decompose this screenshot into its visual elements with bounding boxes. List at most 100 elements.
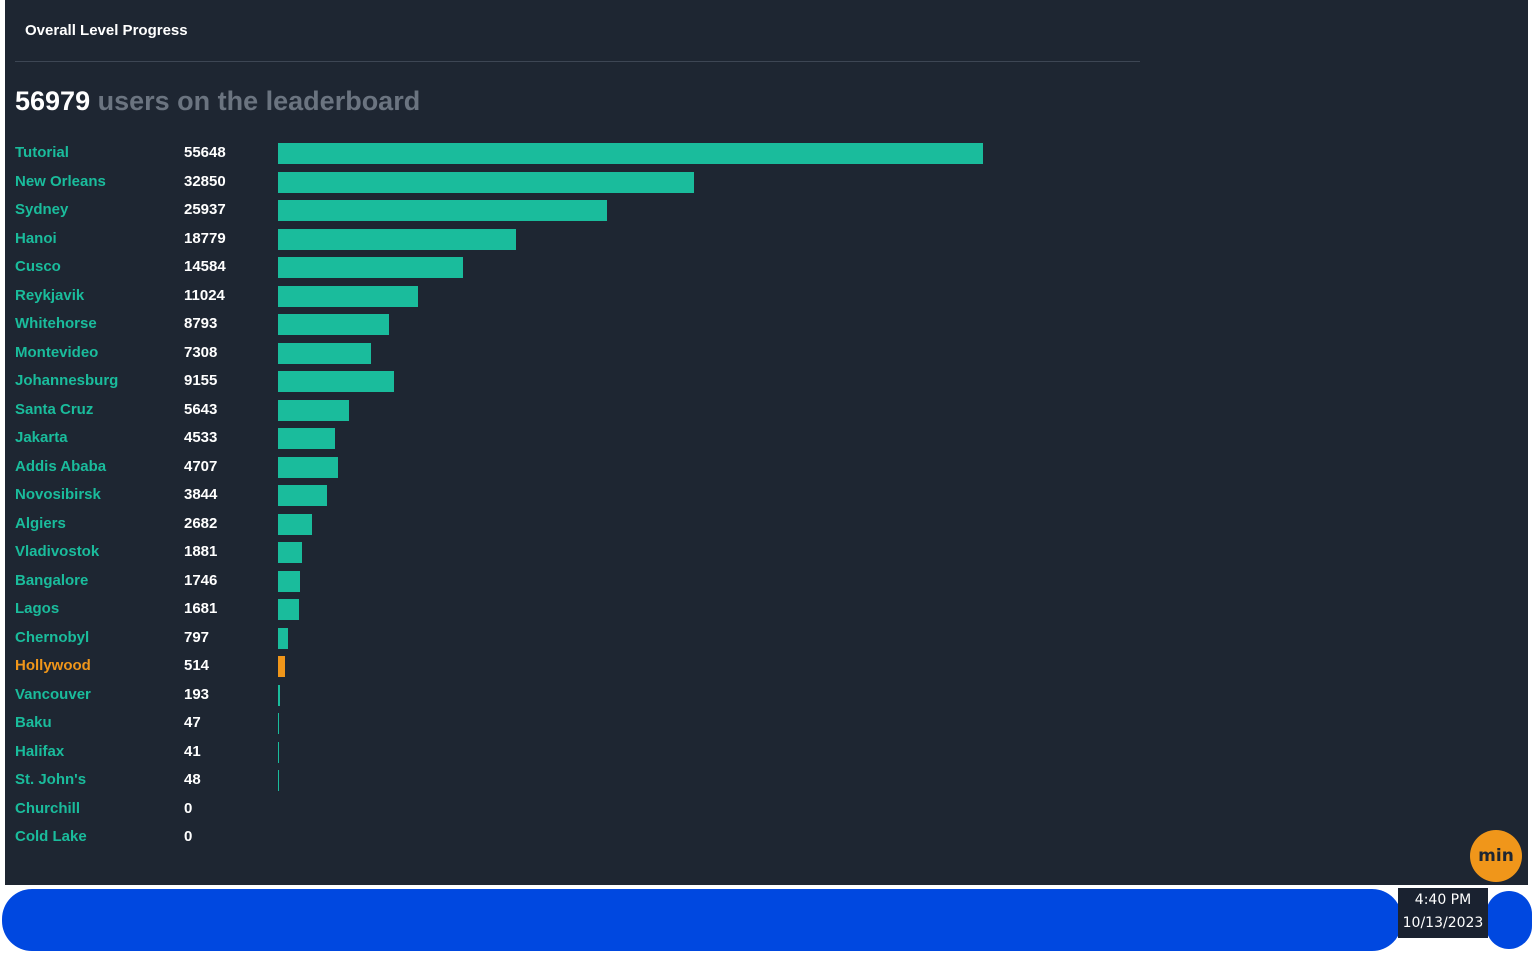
category-label[interactable]: Vladivostok <box>15 543 100 560</box>
bar <box>278 741 279 763</box>
chart-row: Cold Lake 0 <box>5 823 1205 851</box>
bar <box>278 143 983 164</box>
bar <box>278 542 302 563</box>
bar <box>278 770 279 791</box>
category-label[interactable]: Cold Lake <box>15 828 87 845</box>
bar <box>278 485 327 506</box>
value-label: 5643 <box>184 400 218 418</box>
value-label: 0 <box>184 828 193 845</box>
chart-row: Tutorial 55648 <box>5 139 1205 167</box>
chart-row: St. John's 48 <box>5 766 1205 794</box>
user-count-suffix: users on the leaderboard <box>97 86 421 116</box>
redaction-mark <box>2 889 1402 951</box>
chart-row: Baku 47 <box>5 709 1205 737</box>
value-label: 1681 <box>184 600 218 617</box>
value-label: 14584 <box>184 258 226 275</box>
chart-row: Jakarta 4533 <box>5 424 1205 452</box>
chart-row: Vladivostok 1881 <box>5 538 1205 566</box>
value-label: 48 <box>184 771 201 788</box>
category-label[interactable]: Jakarta <box>15 429 68 446</box>
system-clock[interactable]: 4:40 PM 10/13/2023 <box>1398 888 1488 938</box>
value-label: 4707 <box>184 457 218 475</box>
value-label: 193 <box>184 685 210 703</box>
category-label[interactable]: Lagos <box>15 600 60 617</box>
minimize-button[interactable]: min <box>1470 830 1522 882</box>
clock-time: 4:40 PM <box>1414 892 1472 908</box>
category-label[interactable]: St. John's <box>15 771 87 788</box>
chart-row: Hanoi 18779 <box>5 225 1205 253</box>
category-label[interactable]: Montevideo <box>15 343 99 361</box>
bar <box>278 599 300 620</box>
bar <box>278 228 516 250</box>
bar <box>278 627 289 649</box>
category-label[interactable]: Halifax <box>15 742 65 760</box>
chart-row: Whitehorse 8793 <box>5 310 1205 338</box>
chart-row: Churchill 0 <box>5 795 1205 823</box>
value-label: 41 <box>184 742 201 760</box>
category-label[interactable]: Santa Cruz <box>15 400 94 418</box>
category-label[interactable]: Cusco <box>15 258 61 275</box>
chart-row: Bangalore 1746 <box>5 567 1205 595</box>
leaderboard-window: Overall Level Progress 56979 users on th… <box>5 0 1528 963</box>
category-label[interactable]: Churchill <box>15 799 81 817</box>
value-label: 3844 <box>184 486 218 503</box>
chart-row: Halifax 41 <box>5 738 1205 766</box>
category-label[interactable]: Johannesburg <box>15 372 119 389</box>
category-label[interactable]: Reykjavik <box>15 286 85 304</box>
value-label: 47 <box>184 714 201 731</box>
value-label: 1746 <box>184 571 218 589</box>
chart-row: New Orleans 32850 <box>5 168 1205 196</box>
value-label: 25937 <box>184 201 226 218</box>
value-label: 797 <box>184 628 210 646</box>
leaderboard-headline: 56979 users on the leaderboard <box>15 86 420 117</box>
chart-row: Montevideo 7308 <box>5 339 1205 367</box>
category-label[interactable]: Tutorial <box>15 144 69 161</box>
chart-row: Johannesburg 9155 <box>5 367 1205 395</box>
category-label[interactable]: Sydney <box>15 201 69 218</box>
bar <box>278 399 350 421</box>
category-label[interactable]: Novosibirsk <box>15 486 101 503</box>
category-label[interactable]: Hollywood <box>15 657 91 674</box>
chart-row: Vancouver 193 <box>5 681 1205 709</box>
bar <box>278 656 285 677</box>
bar <box>278 314 390 335</box>
category-label[interactable]: Algiers <box>15 514 66 532</box>
category-label[interactable]: Hanoi <box>15 229 57 247</box>
category-label[interactable]: Bangalore <box>15 571 89 589</box>
chart-row: Novosibirsk 3844 <box>5 481 1205 509</box>
category-label[interactable]: Chernobyl <box>15 628 90 646</box>
chart-row: Addis Ababa 4707 <box>5 453 1205 481</box>
value-label: 4533 <box>184 429 218 446</box>
chart-row: Sydney 25937 <box>5 196 1205 224</box>
bar <box>278 713 279 734</box>
user-count: 56979 <box>15 86 91 116</box>
category-label[interactable]: Addis Ababa <box>15 457 107 475</box>
bar <box>278 285 418 307</box>
bar <box>278 342 371 364</box>
chart-row: Santa Cruz 5643 <box>5 396 1205 424</box>
bar <box>278 456 338 478</box>
value-label: 0 <box>184 799 193 817</box>
category-label[interactable]: Baku <box>15 714 52 731</box>
bar <box>278 428 336 449</box>
bar <box>278 684 281 706</box>
chart-row: Lagos 1681 <box>5 595 1205 623</box>
value-label: 32850 <box>184 172 226 190</box>
chart-row: Reykjavik 11024 <box>5 282 1205 310</box>
value-label: 11024 <box>184 286 225 304</box>
category-label[interactable]: Vancouver <box>15 685 91 703</box>
redaction-mark <box>1486 891 1532 949</box>
bar <box>278 171 695 193</box>
bar <box>278 200 607 221</box>
value-label: 514 <box>184 657 210 674</box>
value-label: 9155 <box>184 372 218 389</box>
bar <box>278 570 301 592</box>
category-label[interactable]: Whitehorse <box>15 315 97 332</box>
value-label: 8793 <box>184 315 218 332</box>
value-label: 2682 <box>184 514 218 532</box>
value-label: 18779 <box>184 229 226 247</box>
chart-row: Hollywood 514 <box>5 652 1205 680</box>
chart-row: Chernobyl 797 <box>5 624 1205 652</box>
category-label[interactable]: New Orleans <box>15 172 106 190</box>
chart-row: Cusco 14584 <box>5 253 1205 281</box>
